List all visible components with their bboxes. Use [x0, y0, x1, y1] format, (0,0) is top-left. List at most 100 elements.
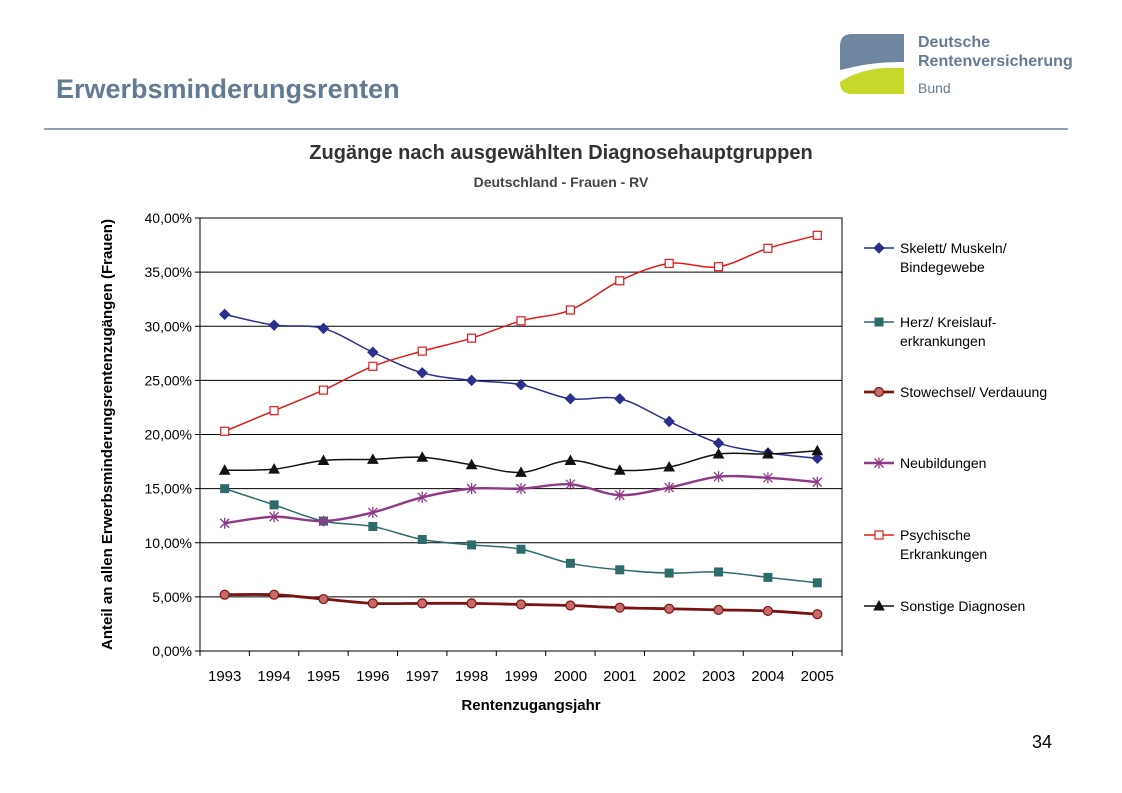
legend-label: Psychische	[900, 527, 971, 543]
y-tick-label: 30,00%	[145, 318, 192, 334]
legend-item: Psychische Erkrankungen	[864, 527, 987, 562]
x-tick-label: 1995	[307, 668, 340, 685]
data-point	[268, 589, 280, 600]
data-point	[615, 565, 625, 575]
logo-text-line1: Deutsche	[918, 34, 991, 51]
y-tick-label: 10,00%	[145, 535, 192, 551]
data-point	[417, 346, 427, 356]
data-point	[614, 602, 625, 613]
data-point	[565, 600, 576, 611]
legend-marker	[874, 457, 884, 469]
legend-item: Herz/ Kreislauf-erkrankungen	[864, 314, 997, 349]
legend-item: Neubildungen	[864, 455, 986, 471]
x-tick-label: 1996	[356, 668, 389, 685]
data-point	[268, 319, 280, 331]
y-tick-label: 35,00%	[145, 264, 192, 280]
data-point	[762, 472, 773, 484]
legend-label: Stowechsel/ Verdauung	[900, 384, 1047, 400]
data-point	[269, 511, 280, 523]
x-tick-label: 2001	[603, 668, 636, 685]
x-tick-label: 1994	[257, 668, 290, 685]
legend-label: Herz/ Kreislauf-	[900, 314, 997, 330]
data-point	[416, 367, 428, 379]
legend-marker	[874, 317, 884, 327]
data-point	[713, 471, 724, 483]
data-point	[318, 385, 329, 395]
legend-label: Erkrankungen	[900, 546, 987, 562]
y-tick-label: 15,00%	[145, 481, 192, 497]
data-point	[466, 598, 477, 609]
data-point	[762, 605, 774, 617]
data-point	[318, 515, 329, 527]
data-point	[368, 522, 378, 532]
legend-label: erkrankungen	[900, 333, 986, 349]
data-point	[762, 447, 774, 459]
data-point	[565, 305, 575, 315]
legend-marker	[873, 242, 885, 254]
data-point	[417, 491, 428, 503]
y-axis-title: Anteil an allen Erwerbsminderungsrentenz…	[99, 219, 116, 650]
data-point	[417, 598, 428, 609]
data-point	[269, 500, 279, 510]
legend-marker	[874, 530, 884, 540]
data-point	[218, 308, 231, 321]
data-point	[368, 361, 378, 371]
legend-marker	[873, 599, 885, 611]
y-tick-label: 20,00%	[145, 427, 192, 443]
data-point	[663, 415, 675, 428]
data-point	[466, 483, 477, 495]
logo-text-line3: Bund	[918, 80, 951, 96]
x-tick-label: 1993	[208, 668, 241, 685]
data-point	[416, 451, 429, 462]
chart-subtitle: Deutschland - Frauen - RV	[473, 174, 649, 190]
x-tick-label: 2003	[702, 668, 735, 685]
data-point	[713, 604, 724, 615]
drv-logo-mark	[840, 34, 904, 94]
x-tick-label: 2004	[751, 668, 784, 685]
legend-item: Skelett/ Muskeln/Bindegewebe	[864, 240, 1007, 275]
data-point	[763, 572, 773, 582]
data-point	[219, 589, 230, 600]
data-point	[220, 426, 230, 436]
data-point	[565, 478, 576, 490]
slide-title: Erwerbsminderungsrenten	[56, 74, 400, 104]
legend-item: Sonstige Diagnosen	[864, 598, 1025, 614]
data-point	[663, 460, 676, 472]
data-point	[664, 258, 674, 269]
data-point	[467, 540, 477, 550]
data-point	[615, 276, 625, 286]
data-point	[713, 262, 724, 272]
data-point	[812, 578, 822, 588]
data-point	[317, 454, 330, 465]
legend-label: Skelett/ Muskeln/	[900, 240, 1007, 256]
data-point	[811, 452, 824, 465]
data-point	[515, 466, 527, 477]
y-tick-label: 40,00%	[145, 210, 192, 226]
legend-label: Neubildungen	[900, 455, 986, 471]
y-tick-label: 5,00%	[152, 589, 192, 605]
data-point	[811, 444, 824, 456]
data-point	[712, 447, 725, 459]
legend-item: Stowechsel/ Verdauung	[864, 384, 1047, 400]
data-point	[714, 567, 724, 577]
data-point	[318, 593, 329, 605]
data-point	[565, 558, 575, 568]
legend-label: Bindegewebe	[900, 259, 985, 275]
legend-label: Sonstige Diagnosen	[900, 598, 1025, 614]
data-point	[467, 333, 477, 343]
data-point	[763, 243, 773, 253]
page-number: 34	[1032, 732, 1053, 752]
data-point	[218, 464, 231, 475]
logo-text-line2: Rentenversicherung	[918, 53, 1073, 70]
data-point	[664, 603, 675, 614]
data-point	[220, 484, 230, 494]
data-point	[269, 406, 279, 416]
data-point	[812, 476, 823, 488]
data-point	[614, 489, 625, 501]
title-divider	[44, 128, 1068, 130]
data-point	[812, 230, 822, 240]
data-point	[564, 454, 577, 465]
data-point	[417, 535, 427, 545]
data-point	[516, 316, 526, 326]
